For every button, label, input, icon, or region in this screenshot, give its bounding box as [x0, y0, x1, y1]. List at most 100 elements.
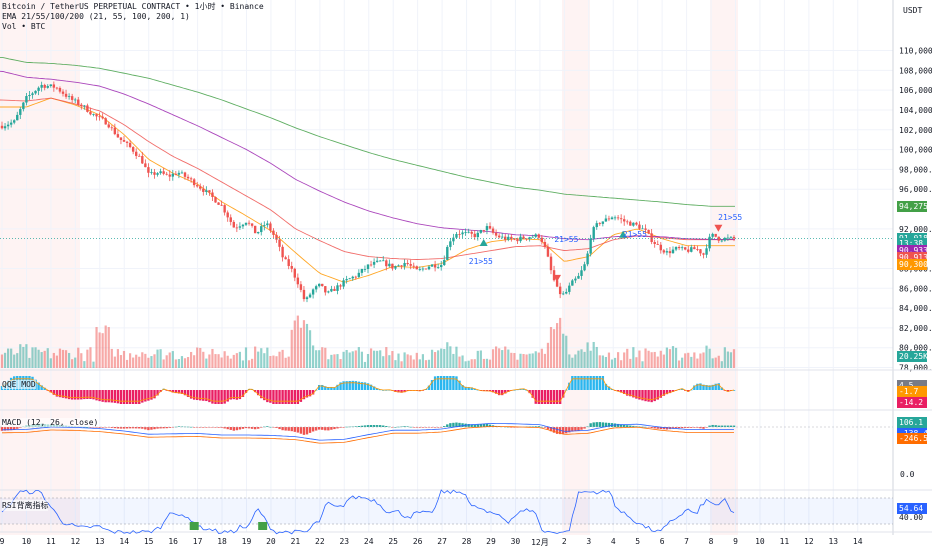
symbol-title[interactable]: Bitcoin / TetherUS PERPETUAL CONTRACT • …	[2, 2, 264, 11]
macd-bar	[363, 425, 367, 427]
volume-legend[interactable]: Vol • BTC	[2, 22, 46, 31]
volume-bar	[678, 360, 681, 368]
macd-bar	[86, 426, 89, 428]
candle-body	[98, 116, 101, 118]
volume-bar	[613, 357, 617, 368]
candle-body	[9, 122, 13, 125]
volume-bar	[354, 350, 357, 368]
volume-bar	[732, 349, 736, 368]
qqe-bar	[138, 390, 141, 404]
buy-signal-marker	[619, 230, 628, 238]
volume-bar	[665, 347, 668, 368]
candle-body	[531, 236, 534, 238]
candle-body	[324, 286, 327, 293]
candle-body	[494, 232, 498, 236]
macd-bar	[476, 424, 479, 427]
candle-body	[513, 238, 516, 240]
qqe-bar	[244, 390, 248, 393]
macd-bar	[290, 427, 293, 432]
qqe-bar	[153, 390, 156, 399]
qqe-bar	[131, 390, 135, 404]
macd-bar	[626, 425, 629, 427]
macd-bar	[726, 425, 730, 427]
time-axis-label: 16	[168, 537, 178, 546]
macd-bar	[138, 427, 141, 429]
ema-line-ema200	[0, 56, 735, 207]
qqe-bar	[558, 390, 562, 404]
candle-body	[333, 288, 336, 291]
price-axis-label: 96,000.0	[899, 185, 932, 194]
macd-bar	[177, 426, 181, 427]
candle-body	[397, 265, 400, 267]
candle-body	[144, 163, 147, 168]
volume-bar	[641, 361, 644, 368]
qqe-bar	[626, 390, 629, 396]
volume-bar	[708, 348, 711, 368]
candle-body	[360, 269, 364, 273]
time-axis-label: 25	[388, 537, 399, 546]
volume-bar	[427, 359, 431, 368]
candle-body	[464, 232, 467, 233]
candle-body	[67, 96, 71, 97]
qqe-bar	[351, 380, 354, 390]
macd-bar	[318, 427, 321, 430]
candle-body	[284, 257, 287, 260]
volume-bar	[726, 351, 729, 368]
qqe-bar	[55, 390, 59, 397]
candle-body	[418, 269, 422, 271]
macd-bar	[482, 423, 486, 427]
candle-body	[677, 247, 681, 249]
macd-pane-label[interactable]: MACD (12, 26, close)	[2, 418, 99, 427]
qqe-bar	[580, 376, 583, 390]
candle-body	[208, 190, 211, 193]
time-axis-label: 6	[659, 537, 665, 546]
candle-body	[647, 229, 650, 234]
volume-bar	[156, 349, 159, 368]
qqe-bar	[281, 390, 284, 404]
volume-bar	[104, 325, 107, 368]
qqe-bar	[702, 384, 705, 390]
candle-body	[656, 244, 659, 245]
qqe-bar	[491, 390, 495, 393]
candle-body	[732, 236, 736, 239]
ema-legend[interactable]: EMA 21/55/100/200 (21, 55, 100, 200, 1)	[2, 12, 190, 21]
volume-bar	[308, 330, 312, 368]
qqe-bar	[726, 390, 730, 392]
qqe-bar	[650, 390, 653, 403]
candle-body	[436, 267, 440, 268]
volume-bar	[80, 353, 83, 368]
qqe-bar	[504, 390, 507, 394]
macd-line	[2, 422, 734, 441]
volume-bar	[25, 344, 28, 368]
candle-body	[244, 222, 248, 225]
candle-body	[299, 284, 303, 290]
candle-body	[354, 276, 357, 278]
candle-body	[662, 250, 666, 253]
rsi-pane-label[interactable]: RSI背离指标	[2, 500, 49, 511]
candle-body	[171, 173, 174, 177]
qqe-bar	[122, 390, 126, 404]
qqe-bar	[305, 390, 309, 398]
volume-bar	[662, 354, 665, 368]
volume-bar	[327, 359, 330, 368]
crossover-annotation: 21>55	[554, 234, 579, 244]
qqe-pane-label[interactable]: QQE MOD	[2, 380, 36, 389]
macd-bar	[205, 427, 208, 428]
macd-bar	[711, 424, 714, 427]
volume-bar	[22, 346, 25, 368]
volume-bar	[266, 347, 269, 368]
candle-body	[348, 278, 351, 280]
volume-bar	[507, 349, 510, 368]
volume-bar	[251, 358, 254, 368]
candle-body	[461, 232, 464, 235]
time-axis-label: 11	[46, 537, 56, 546]
qqe-bar	[202, 390, 205, 401]
price-axis-label: 102,000.0	[899, 126, 932, 135]
volume-bar	[638, 350, 641, 368]
volume-bar	[7, 348, 10, 368]
candle-body	[70, 96, 74, 100]
qqe-bar	[61, 390, 65, 398]
volume-bar	[684, 353, 687, 368]
